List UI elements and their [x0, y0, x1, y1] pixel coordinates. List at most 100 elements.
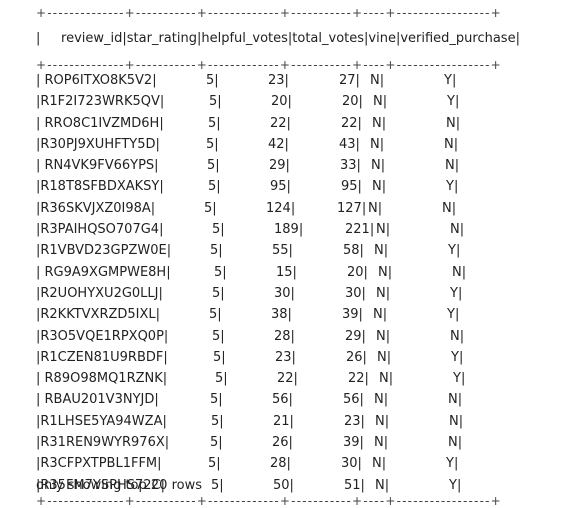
table-row: | ROP6ITXO8K5V2| 5| 23| 27| N| Y| — [36, 70, 566, 91]
table-row: |R1F2I723WRK5QV| 5| 20| 20| N| Y| — [36, 91, 566, 112]
cell-verified-purchase: N| — [445, 158, 460, 174]
cell-review-id: |R2KKTVXRZD5IXL| — [36, 307, 161, 323]
cell-vine: N| — [379, 371, 394, 387]
cell-star-rating: 5| — [206, 136, 219, 152]
table-row: |R3PAIHQSO707G4| 5| 189| 221| N| N| — [36, 219, 566, 240]
cell-review-id: |R2UOHYXU2G0LLJ| — [36, 285, 163, 301]
cell-review-id: |R18T8SFBDXAKSY| — [36, 179, 164, 195]
cell-review-id: |R31REN9WYR976X| — [36, 435, 170, 451]
cell-total-votes: 20| — [342, 94, 363, 110]
cell-vine: N| — [374, 243, 389, 259]
table-border-mid: +--------------+-----------+------------… — [36, 58, 502, 72]
row-limit-note: only showing top 20 rows — [36, 478, 202, 493]
table-row: | RG9A9XGMPWE8H| 5| 15| 20| N| N| — [36, 262, 566, 283]
cell-verified-purchase: Y| — [446, 179, 459, 195]
cell-verified-purchase: Y| — [448, 243, 461, 259]
cell-vine: N| — [375, 477, 390, 493]
cell-helpful-votes: 189| — [274, 222, 304, 238]
cell-verified-purchase: N| — [449, 413, 464, 429]
cell-total-votes: 127| — [337, 200, 367, 216]
cell-helpful-votes: 23| — [275, 349, 296, 365]
cell-vine: N| — [372, 179, 387, 195]
table-row: |R1LHSE5YA94WZA| 5| 21| 23| N| N| — [36, 411, 566, 432]
cell-vine: N| — [378, 264, 393, 280]
cell-star-rating: 5| — [211, 413, 224, 429]
cell-star-rating: 5| — [208, 115, 221, 131]
cell-helpful-votes: 124| — [266, 200, 296, 216]
cell-total-votes: 95| — [341, 179, 362, 195]
cell-helpful-votes: 23| — [268, 73, 289, 88]
cell-verified-purchase: Y| — [447, 94, 460, 110]
table-row: | RRO8C1IVZMD6H| 5| 22| 22| N| N| — [36, 113, 566, 134]
dataframe-output: +--------------+-----------+------------… — [36, 6, 566, 508]
cell-verified-purchase: Y| — [453, 371, 466, 387]
cell-verified-purchase: N| — [450, 328, 465, 344]
cell-review-id: |R35FM7YSPHS72C| — [36, 477, 165, 493]
cell-star-rating: 5| — [211, 477, 224, 493]
cell-total-votes: 39| — [343, 435, 364, 451]
cell-verified-purchase: N| — [448, 392, 463, 408]
cell-total-votes: 27| — [339, 73, 360, 88]
cell-review-id: |R1CZEN81U9RBDF| — [36, 349, 168, 365]
cell-helpful-votes: 38| — [271, 307, 292, 323]
cell-star-rating: 5| — [209, 307, 222, 323]
cell-review-id: |R1LHSE5YA94WZA| — [36, 413, 167, 429]
cell-total-votes: 26| — [346, 349, 367, 365]
cell-star-rating: 5| — [209, 94, 222, 110]
cell-star-rating: 5| — [210, 435, 223, 451]
cell-review-id: | RRO8C1IVZMD6H| — [36, 115, 164, 131]
cell-total-votes: 221| — [345, 222, 375, 238]
cell-vine: N| — [377, 349, 392, 365]
cell-vine: N| — [376, 285, 391, 301]
cell-helpful-votes: 56| — [272, 392, 293, 408]
cell-verified-purchase: Y| — [449, 477, 462, 493]
cell-verified-purchase: Y| — [450, 285, 463, 301]
table-border-top: +--------------+-----------+------------… — [36, 6, 502, 20]
cell-review-id: |R3CFPXTPBL1FFM| — [36, 456, 162, 472]
cell-total-votes: 30| — [341, 456, 362, 472]
cell-total-votes: 39| — [342, 307, 363, 323]
cell-helpful-votes: 20| — [271, 94, 292, 110]
cell-total-votes: 58| — [343, 243, 364, 259]
table-row: |R18T8SFBDXAKSY| 5| 95| 95| N| Y| — [36, 176, 566, 197]
cell-review-id: |R1VBVD23GPZW0E| — [36, 243, 172, 259]
table-border-bottom: +--------------+-----------+------------… — [36, 493, 502, 508]
cell-verified-purchase: N| — [446, 115, 461, 131]
cell-helpful-votes: 29| — [269, 158, 290, 174]
cell-total-votes: 23| — [344, 413, 365, 429]
cell-helpful-votes: 50| — [273, 477, 294, 493]
cell-total-votes: 30| — [345, 285, 366, 301]
table-row: |R3CFPXTPBL1FFM| 5| 28| 30| N| Y| — [36, 453, 566, 474]
table-header: | review_id|star_rating|helpful_votes|to… — [36, 31, 520, 46]
cell-total-votes: 51| — [344, 477, 365, 493]
cell-vine: N| — [373, 307, 388, 323]
cell-helpful-votes: 22| — [270, 115, 291, 131]
cell-verified-purchase: N| — [444, 136, 459, 152]
cell-review-id: |R30PJ9XUHFTY5D| — [36, 136, 160, 152]
cell-vine: N| — [374, 435, 389, 451]
table-row: |R2KKTVXRZD5IXL| 5| 38| 39| N| Y| — [36, 304, 566, 325]
cell-star-rating: 5| — [208, 456, 221, 472]
cell-review-id: |R3O5VQE1RPXQ0P| — [36, 328, 169, 344]
cell-helpful-votes: 26| — [272, 435, 293, 451]
cell-total-votes: 22| — [341, 115, 362, 131]
cell-total-votes: 29| — [345, 328, 366, 344]
table-row: |R1VBVD23GPZW0E| 5| 55| 58| N| Y| — [36, 240, 566, 261]
cell-review-id: |R36SKVJXZ0I98A| — [36, 200, 156, 216]
cell-star-rating: 5| — [212, 328, 225, 344]
cell-vine: N| — [368, 200, 383, 216]
cell-star-rating: 5| — [212, 285, 225, 301]
cell-total-votes: 43| — [339, 136, 360, 152]
cell-star-rating: 5| — [208, 179, 221, 195]
cell-helpful-votes: 42| — [268, 136, 289, 152]
cell-total-votes: 56| — [343, 392, 364, 408]
table-row: | R89O98MQ1RZNK| 5| 22| 22| N| Y| — [36, 368, 566, 389]
cell-vine: N| — [371, 158, 386, 174]
cell-helpful-votes: 21| — [273, 413, 294, 429]
cell-review-id: |R1F2I723WRK5QV| — [36, 94, 165, 110]
table-row: |R36SKVJXZ0I98A| 5| 124| 127| N| N| — [36, 198, 566, 219]
cell-total-votes: 20| — [347, 264, 368, 280]
table-row: |R1CZEN81U9RBDF| 5| 23| 26| N| Y| — [36, 347, 566, 368]
cell-star-rating: 5| — [213, 349, 226, 365]
table-row: | RN4VK9FV66YPS| 5| 29| 33| N| N| — [36, 155, 566, 176]
